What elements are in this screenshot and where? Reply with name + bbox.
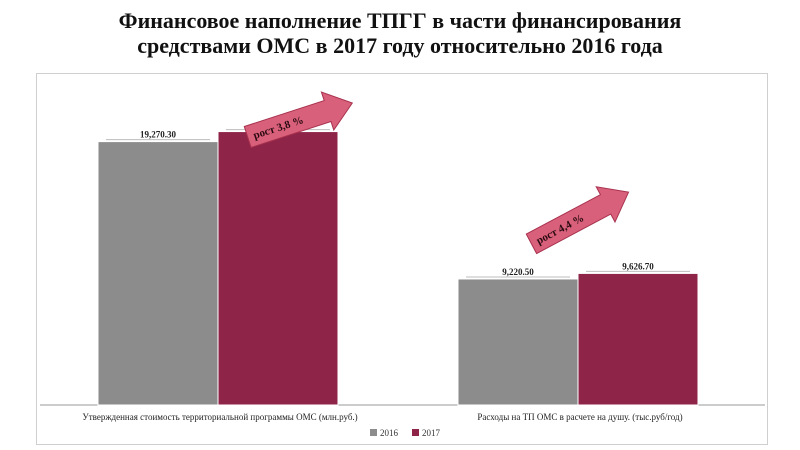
legend-label-2017: 2017 bbox=[422, 428, 441, 438]
legend-swatch-2017 bbox=[412, 429, 419, 436]
data-label: 19,270.30 bbox=[140, 130, 177, 140]
bar-2017-2 bbox=[577, 272, 699, 406]
page-title: Финансовое наполнение ТПГГ в части финан… bbox=[0, 8, 800, 58]
data-label: 9,220.50 bbox=[502, 267, 534, 277]
bar-2016-2 bbox=[457, 278, 579, 406]
title-line-1: Финансовое наполнение ТПГГ в части финан… bbox=[118, 8, 682, 33]
bar-2016-1 bbox=[97, 141, 219, 406]
growth-arrow-shape bbox=[243, 91, 354, 149]
legend-swatch-2016 bbox=[370, 429, 377, 436]
title-line-2: средствами ОМС в 2017 году относительно … bbox=[137, 33, 663, 58]
category-label: Утвержденная стоимость территориальной п… bbox=[82, 412, 357, 422]
bar-2017-1 bbox=[217, 131, 339, 406]
category-label: Расходы на ТП ОМС в расчете на душу. (ты… bbox=[477, 412, 682, 422]
growth-arrow-2: рост 4,4 % bbox=[525, 186, 630, 255]
growth-arrow-shape bbox=[525, 186, 630, 255]
data-label: 9,626.70 bbox=[622, 261, 654, 271]
legend-label-2016: 2016 bbox=[380, 428, 399, 438]
